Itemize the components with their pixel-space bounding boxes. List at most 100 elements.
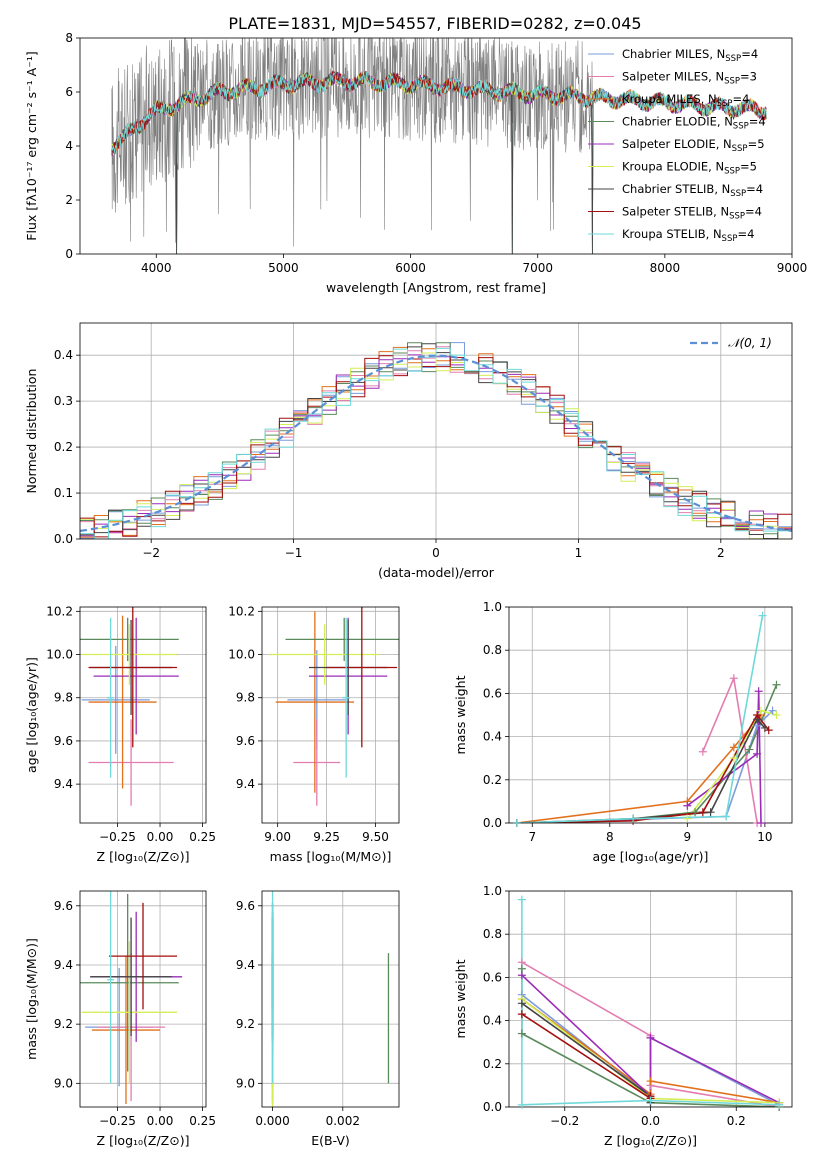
- x-axis-label: Z [log₁₀(Z/Z⊙)]: [97, 1133, 190, 1148]
- mass-weight-marker: [629, 814, 638, 823]
- y-tick-label: 0.2: [483, 1057, 502, 1071]
- x-tick-label: 9: [684, 830, 692, 844]
- legend-series-name: Kroupa MILES,: [622, 92, 708, 106]
- y-tick-label: 9.8: [236, 691, 255, 705]
- y-tick-label: 9.0: [54, 1076, 73, 1090]
- mass-weight-marker: [745, 745, 754, 754]
- x-tick-label: −0.2: [550, 1114, 579, 1128]
- model-spectrum-line: [111, 71, 767, 153]
- y-tick-label: 9.6: [236, 734, 255, 748]
- x-tick-label: 0.25: [189, 1114, 216, 1128]
- axes-frame: [79, 606, 207, 824]
- y-axis-label: Flux [fλ10⁻¹⁷ erg cm⁻² s⁻¹ A⁻¹]: [24, 51, 39, 240]
- plot-area-spectrum: [111, 38, 767, 254]
- x-tick-label: 10: [757, 830, 772, 844]
- panel-spectrum: 4000 5000 6000 7000 8000 9000 0 2 4 6 8 wavelength …: [24, 31, 807, 295]
- legend-series-name: Salpeter MILES,: [622, 70, 715, 84]
- legend-nssp-value: =4: [741, 47, 758, 61]
- panel-weight_vs_age: 7 8 9 10 0.0 0.2 0.4 0.6 0.8 1.0 age [log₁₀(age/yr…: [453, 600, 793, 864]
- y-tick-label: 9.4: [54, 777, 73, 791]
- y-tick-label: 9.4: [54, 958, 73, 972]
- x-tick-label: 5000: [268, 261, 299, 275]
- residual-histogram: [80, 355, 792, 538]
- residual-histogram: [80, 352, 792, 539]
- legend-nssp-prefix: N: [722, 182, 731, 196]
- page-title: PLATE=1831, MJD=54557, FIBERID=0282, z=0…: [228, 14, 641, 33]
- legend-nssp-prefix: N: [724, 115, 733, 129]
- legend-series-name: Chabrier ELODIE,: [622, 115, 724, 129]
- mass-weight-marker: [753, 749, 762, 758]
- residual-histogram: [80, 342, 792, 539]
- y-tick-label: 0.6: [483, 970, 502, 984]
- mass-weight-marker: [517, 971, 526, 980]
- x-tick-label: 0.25: [189, 830, 216, 844]
- legend-series-name: Chabrier MILES,: [622, 47, 717, 61]
- plot-area-age_vs_mass: [262, 607, 399, 823]
- x-tick-label: 9.25: [313, 830, 340, 844]
- x-axis-label: E(B-V): [311, 1133, 350, 1148]
- y-tick-label: 10.0: [46, 648, 73, 662]
- mass-weight-marker: [517, 1100, 526, 1109]
- axes-frame: [79, 322, 793, 540]
- mass-weight-marker: [756, 706, 765, 715]
- y-tick-label: 0.1: [54, 486, 73, 500]
- legend-nssp-sub: SSP: [724, 167, 740, 177]
- y-tick-label: 0.4: [483, 1014, 502, 1028]
- x-tick-label: 0.00: [147, 1114, 174, 1128]
- mass-weight-marker: [775, 1100, 784, 1109]
- legend-nssp-prefix: N: [720, 205, 729, 219]
- y-tick-label: 4: [65, 139, 73, 153]
- mass-weight-marker: [646, 1033, 655, 1042]
- y-tick-label: 6: [65, 85, 73, 99]
- legend-nssp-prefix: N: [717, 47, 726, 61]
- legend-nssp-value: =4: [732, 92, 749, 106]
- legend-series-name: Kroupa ELODIE,: [622, 160, 715, 174]
- y-tick-label: 9.8: [54, 691, 73, 705]
- mass-weight-line: [686, 709, 777, 820]
- legend-series-name: Salpeter ELODIE,: [622, 137, 723, 151]
- legend-nssp-sub: SSP: [733, 122, 749, 132]
- y-tick-label: 0.8: [483, 927, 502, 941]
- legend-nssp-value: =4: [746, 182, 763, 196]
- legend-entry-label: Salpeter MILES, NSSP=3: [622, 70, 757, 87]
- mass-weight-marker: [691, 808, 700, 817]
- y-tick-label: 0.0: [54, 532, 73, 546]
- x-axis-label: (data-model)/error: [378, 565, 495, 580]
- y-tick-label: 0: [65, 247, 73, 261]
- x-axis-label: mass [log₁₀(M/M⊙)]: [270, 849, 392, 864]
- x-tick-label: 0.2: [727, 1114, 746, 1128]
- y-tick-label: 9.6: [54, 899, 73, 913]
- mass-weight-marker: [772, 711, 781, 719]
- mass-weight-marker: [512, 819, 521, 827]
- panel-weight_vs_z: −0.2 0.0 0.2 0.0 0.2 0.4 0.6 0.8 1.0 Z [log₁₀(Z/Z…: [453, 884, 793, 1148]
- legend-series-name: Chabrier STELIB,: [622, 182, 722, 196]
- x-tick-label: 0.002: [326, 1114, 360, 1128]
- legend-nssp-prefix: N: [723, 137, 732, 151]
- legend-nssp-value: =5: [740, 160, 757, 174]
- mass-weight-marker: [683, 814, 692, 823]
- y-tick-label: 0.2: [483, 773, 502, 787]
- legend-nssp-sub: SSP: [730, 189, 746, 199]
- x-tick-label: 7000: [522, 261, 553, 275]
- y-axis-label: mass weight: [453, 959, 468, 1038]
- legend-nssp-sub: SSP: [729, 212, 745, 222]
- legend-entry-label: Salpeter ELODIE, NSSP=5: [622, 137, 765, 154]
- mass-weight-marker: [753, 711, 762, 719]
- x-tick-label: 9.00: [264, 830, 291, 844]
- panel-mass_vs_ebv: 0.000 0.002 9.0 9.2 9.4 9.6 E(B-V): [236, 890, 400, 1148]
- plot-area-weight_vs_age: [509, 607, 792, 823]
- plot-area-mass_vs_ebv: [262, 891, 399, 1107]
- mass-weight-marker: [698, 808, 707, 817]
- panel-mass_vs_z: −0.25 0.00 0.25 9.0 9.2 9.4 9.6 Z [log₁₀(Z/Z⊙)]…: [24, 890, 216, 1148]
- x-tick-label: 0.000: [255, 1114, 289, 1128]
- mass-weight-marker: [729, 674, 738, 683]
- mass-weight-marker: [768, 706, 777, 715]
- y-axis-label: mass weight: [453, 675, 468, 754]
- y-tick-label: 0.3: [54, 394, 73, 408]
- x-tick-label: 2: [717, 546, 725, 560]
- y-tick-label: 0.0: [483, 816, 502, 830]
- x-axis-label: Z [log₁₀(Z/Z⊙)]: [97, 849, 190, 864]
- y-tick-label: 0.0: [483, 1100, 502, 1114]
